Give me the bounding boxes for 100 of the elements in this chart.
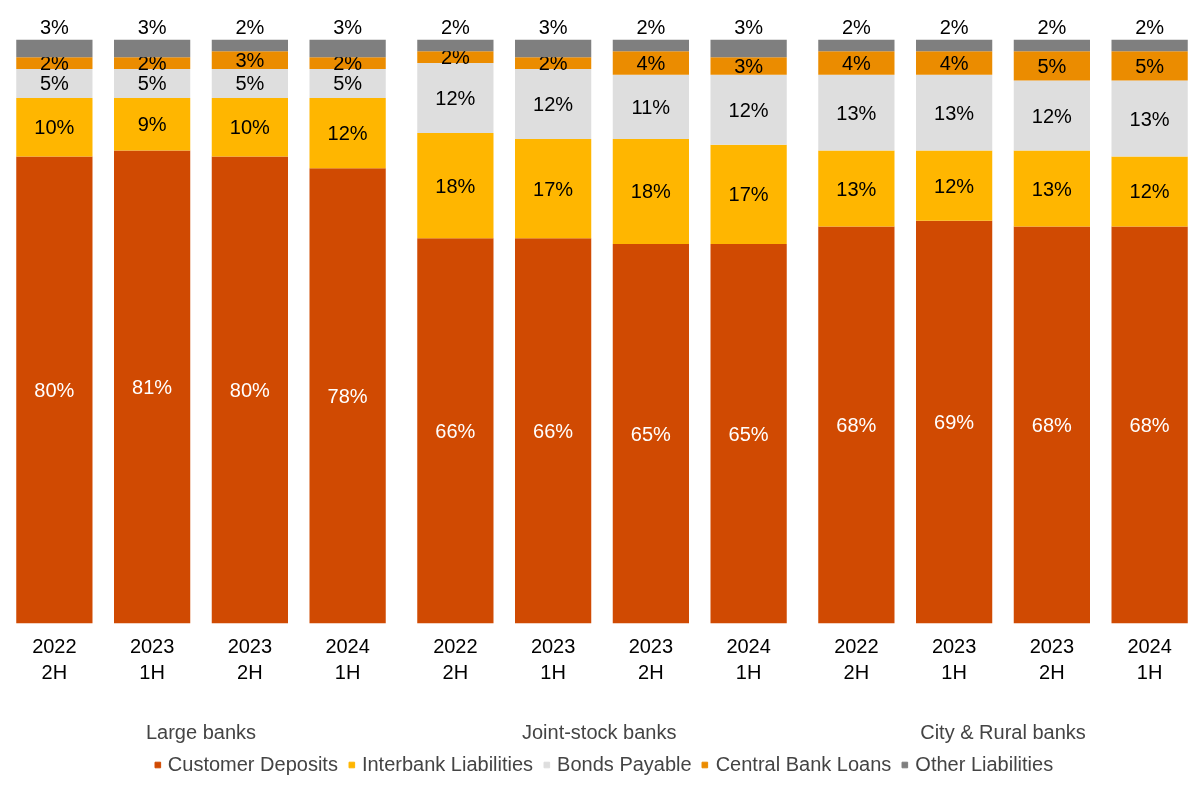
- data-label: 2%: [1037, 15, 1067, 38]
- data-label: 13%: [836, 101, 877, 124]
- bar: [916, 220, 993, 624]
- bar: [1111, 39, 1188, 52]
- data-label: 2%: [939, 15, 969, 38]
- data-label: 68%: [836, 414, 877, 436]
- bar: [417, 39, 494, 52]
- data-label: 5%: [39, 72, 70, 95]
- x-axis-title: City & Rural banks: [920, 720, 1086, 743]
- x-axis-title: Joint-stock banks: [521, 720, 677, 743]
- bar: [710, 144, 787, 245]
- bar: [16, 156, 93, 624]
- bar: [16, 98, 93, 157]
- bar: [916, 39, 993, 52]
- data-label: 11%: [631, 95, 671, 118]
- data-label: 80%: [34, 378, 75, 401]
- data-label: 5%: [1135, 54, 1165, 77]
- data-label: 66%: [435, 419, 476, 442]
- bar: [16, 39, 93, 58]
- bar: [710, 39, 787, 58]
- bar: [916, 150, 993, 221]
- bar: [612, 244, 689, 624]
- legend-label: Other Liabilities: [915, 752, 1054, 776]
- data-label: 5%: [1037, 54, 1067, 77]
- data-label: 3%: [734, 54, 764, 77]
- bar: [1111, 80, 1188, 157]
- bar: [1013, 226, 1090, 624]
- data-label: 65%: [728, 422, 769, 445]
- data-label: 12%: [327, 122, 368, 145]
- x-tick-label: 2023 2H: [628, 634, 674, 683]
- data-label: 12%: [533, 92, 574, 115]
- data-label: 2%: [235, 15, 265, 38]
- x-tick-label: 2023 1H: [129, 634, 175, 683]
- data-label: 13%: [836, 177, 877, 200]
- x-tick-label: 2023 2H: [227, 634, 273, 683]
- bar: [417, 63, 494, 134]
- data-label: 12%: [1031, 104, 1073, 127]
- x-tick-label: 2024 1H: [325, 634, 370, 683]
- bar: [114, 150, 191, 624]
- bar: [612, 74, 689, 139]
- data-label: 5%: [333, 72, 363, 95]
- data-label: 78%: [327, 384, 368, 407]
- bar: [1013, 39, 1090, 52]
- bar: [1111, 156, 1188, 227]
- data-label: 2%: [440, 15, 471, 38]
- data-label: 10%: [34, 116, 75, 139]
- bar: [309, 98, 386, 169]
- data-label: 4%: [841, 52, 872, 75]
- data-label: 13%: [1031, 177, 1073, 200]
- data-label: 10%: [229, 116, 271, 139]
- bar: [1013, 80, 1090, 151]
- bar: [211, 98, 288, 157]
- bar: [818, 74, 895, 151]
- bar: [515, 68, 592, 139]
- data-label: 12%: [1129, 180, 1170, 203]
- data-label: 3%: [39, 15, 70, 38]
- bar: [417, 238, 494, 624]
- bar: [1013, 150, 1090, 227]
- data-label: 3%: [333, 15, 363, 38]
- x-tick-label: 2023 2H: [1029, 634, 1075, 683]
- data-label: 5%: [137, 72, 167, 95]
- data-label: 13%: [934, 101, 975, 124]
- data-label: 4%: [636, 52, 666, 75]
- bar: [417, 133, 494, 239]
- data-label: 18%: [435, 174, 476, 197]
- data-label: 18%: [630, 180, 672, 203]
- x-axis-title: Large banks: [145, 720, 257, 743]
- x-tick-label: 2023 1H: [931, 634, 977, 683]
- bar: [1013, 51, 1090, 81]
- bar: [916, 51, 993, 75]
- x-tick-label: 2022 2H: [834, 634, 879, 683]
- data-label: 3%: [235, 49, 265, 72]
- data-label: 68%: [1031, 414, 1073, 436]
- bar: [612, 51, 689, 75]
- bar: [515, 39, 592, 58]
- bar: [710, 244, 787, 624]
- bar: [515, 138, 592, 239]
- data-label: 69%: [934, 411, 975, 434]
- bar: [211, 39, 288, 52]
- data-label: 2%: [841, 15, 872, 38]
- data-label: 12%: [728, 98, 769, 121]
- data-label: 13%: [1129, 107, 1170, 130]
- x-tick-label: 2022 2H: [32, 634, 77, 683]
- x-tick-label: 2024 1H: [726, 634, 771, 683]
- data-label: 65%: [630, 422, 672, 445]
- bar: [710, 74, 787, 145]
- x-tick-label: 2023 1H: [530, 634, 576, 683]
- data-label: 68%: [1129, 414, 1170, 436]
- data-label: 2%: [636, 15, 666, 38]
- data-label: 81%: [132, 376, 173, 399]
- data-label: 2%: [1135, 15, 1165, 38]
- data-label: 12%: [934, 174, 975, 197]
- data-label: 5%: [235, 72, 265, 95]
- bar: [211, 156, 288, 624]
- x-tick-label: 2024 1H: [1127, 634, 1172, 683]
- bar: [818, 51, 895, 75]
- bar: [818, 150, 895, 227]
- bar: [818, 226, 895, 624]
- bar: [309, 39, 386, 58]
- x-tick-label: 2022 2H: [433, 634, 478, 683]
